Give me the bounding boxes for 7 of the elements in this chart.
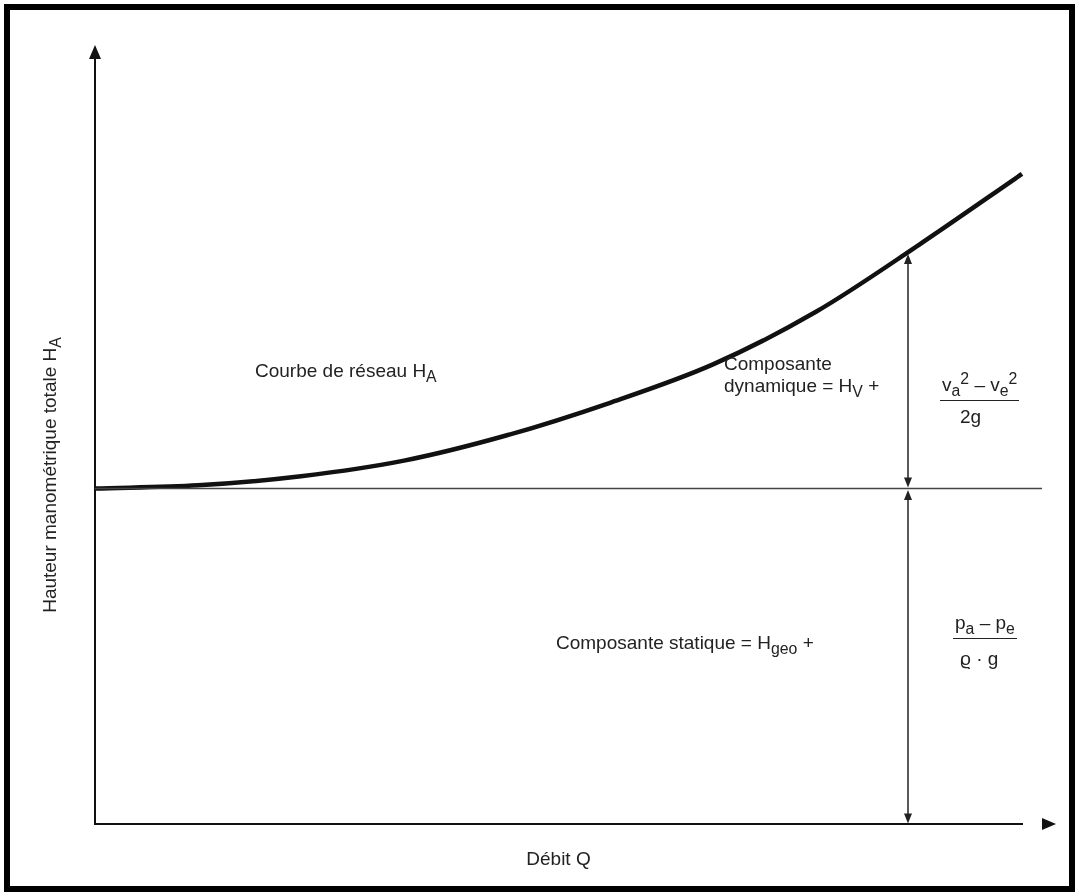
annotation: p$_{a}$ – p$_{e}$ [953, 612, 1017, 639]
annotation: Composante dynamique = H$_{V}$ + [724, 353, 880, 401]
annotation: Courbe de réseau H$_{A}$ [255, 360, 437, 386]
annotation: Composante statique = H$_{geo}$ + [556, 632, 814, 658]
x-axis-title: Débit Q [526, 848, 591, 870]
annotation: ϱ · g [960, 648, 999, 670]
annotation: 2g [960, 406, 982, 428]
